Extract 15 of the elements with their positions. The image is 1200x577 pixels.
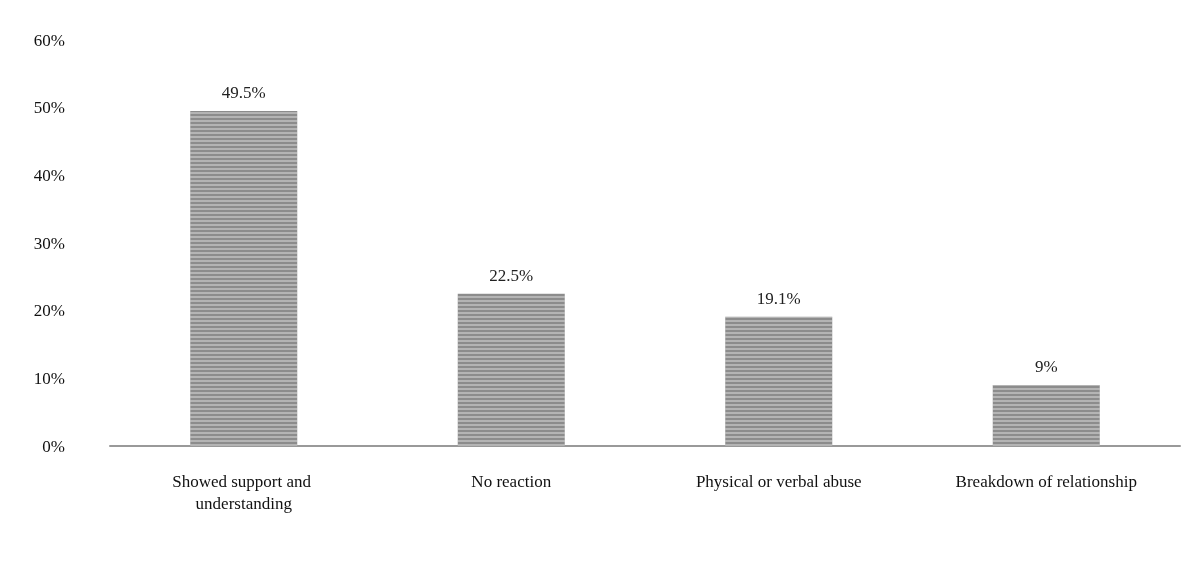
data-label: 9% — [1034, 357, 1058, 377]
data-label: 49.5% — [221, 83, 266, 103]
y-tick-label: 10% — [33, 368, 65, 388]
y-tick-label: 30% — [33, 233, 65, 253]
y-tick-label: 40% — [33, 165, 65, 185]
x-tick-label: No reaction — [471, 471, 552, 491]
x-tick-label: Showed support and understanding — [172, 471, 316, 513]
x-tick-label: Breakdown of relationship — [955, 471, 1137, 491]
y-tick-label: 0% — [42, 436, 65, 456]
data-label: 22.5% — [489, 265, 534, 285]
data-label: 19.1% — [756, 288, 801, 308]
y-tick-label: 60% — [33, 30, 65, 50]
y-tick-label: 50% — [33, 98, 65, 118]
x-tick-label: Physical or verbal abuse — [695, 471, 862, 491]
y-tick-label: 20% — [33, 301, 65, 321]
